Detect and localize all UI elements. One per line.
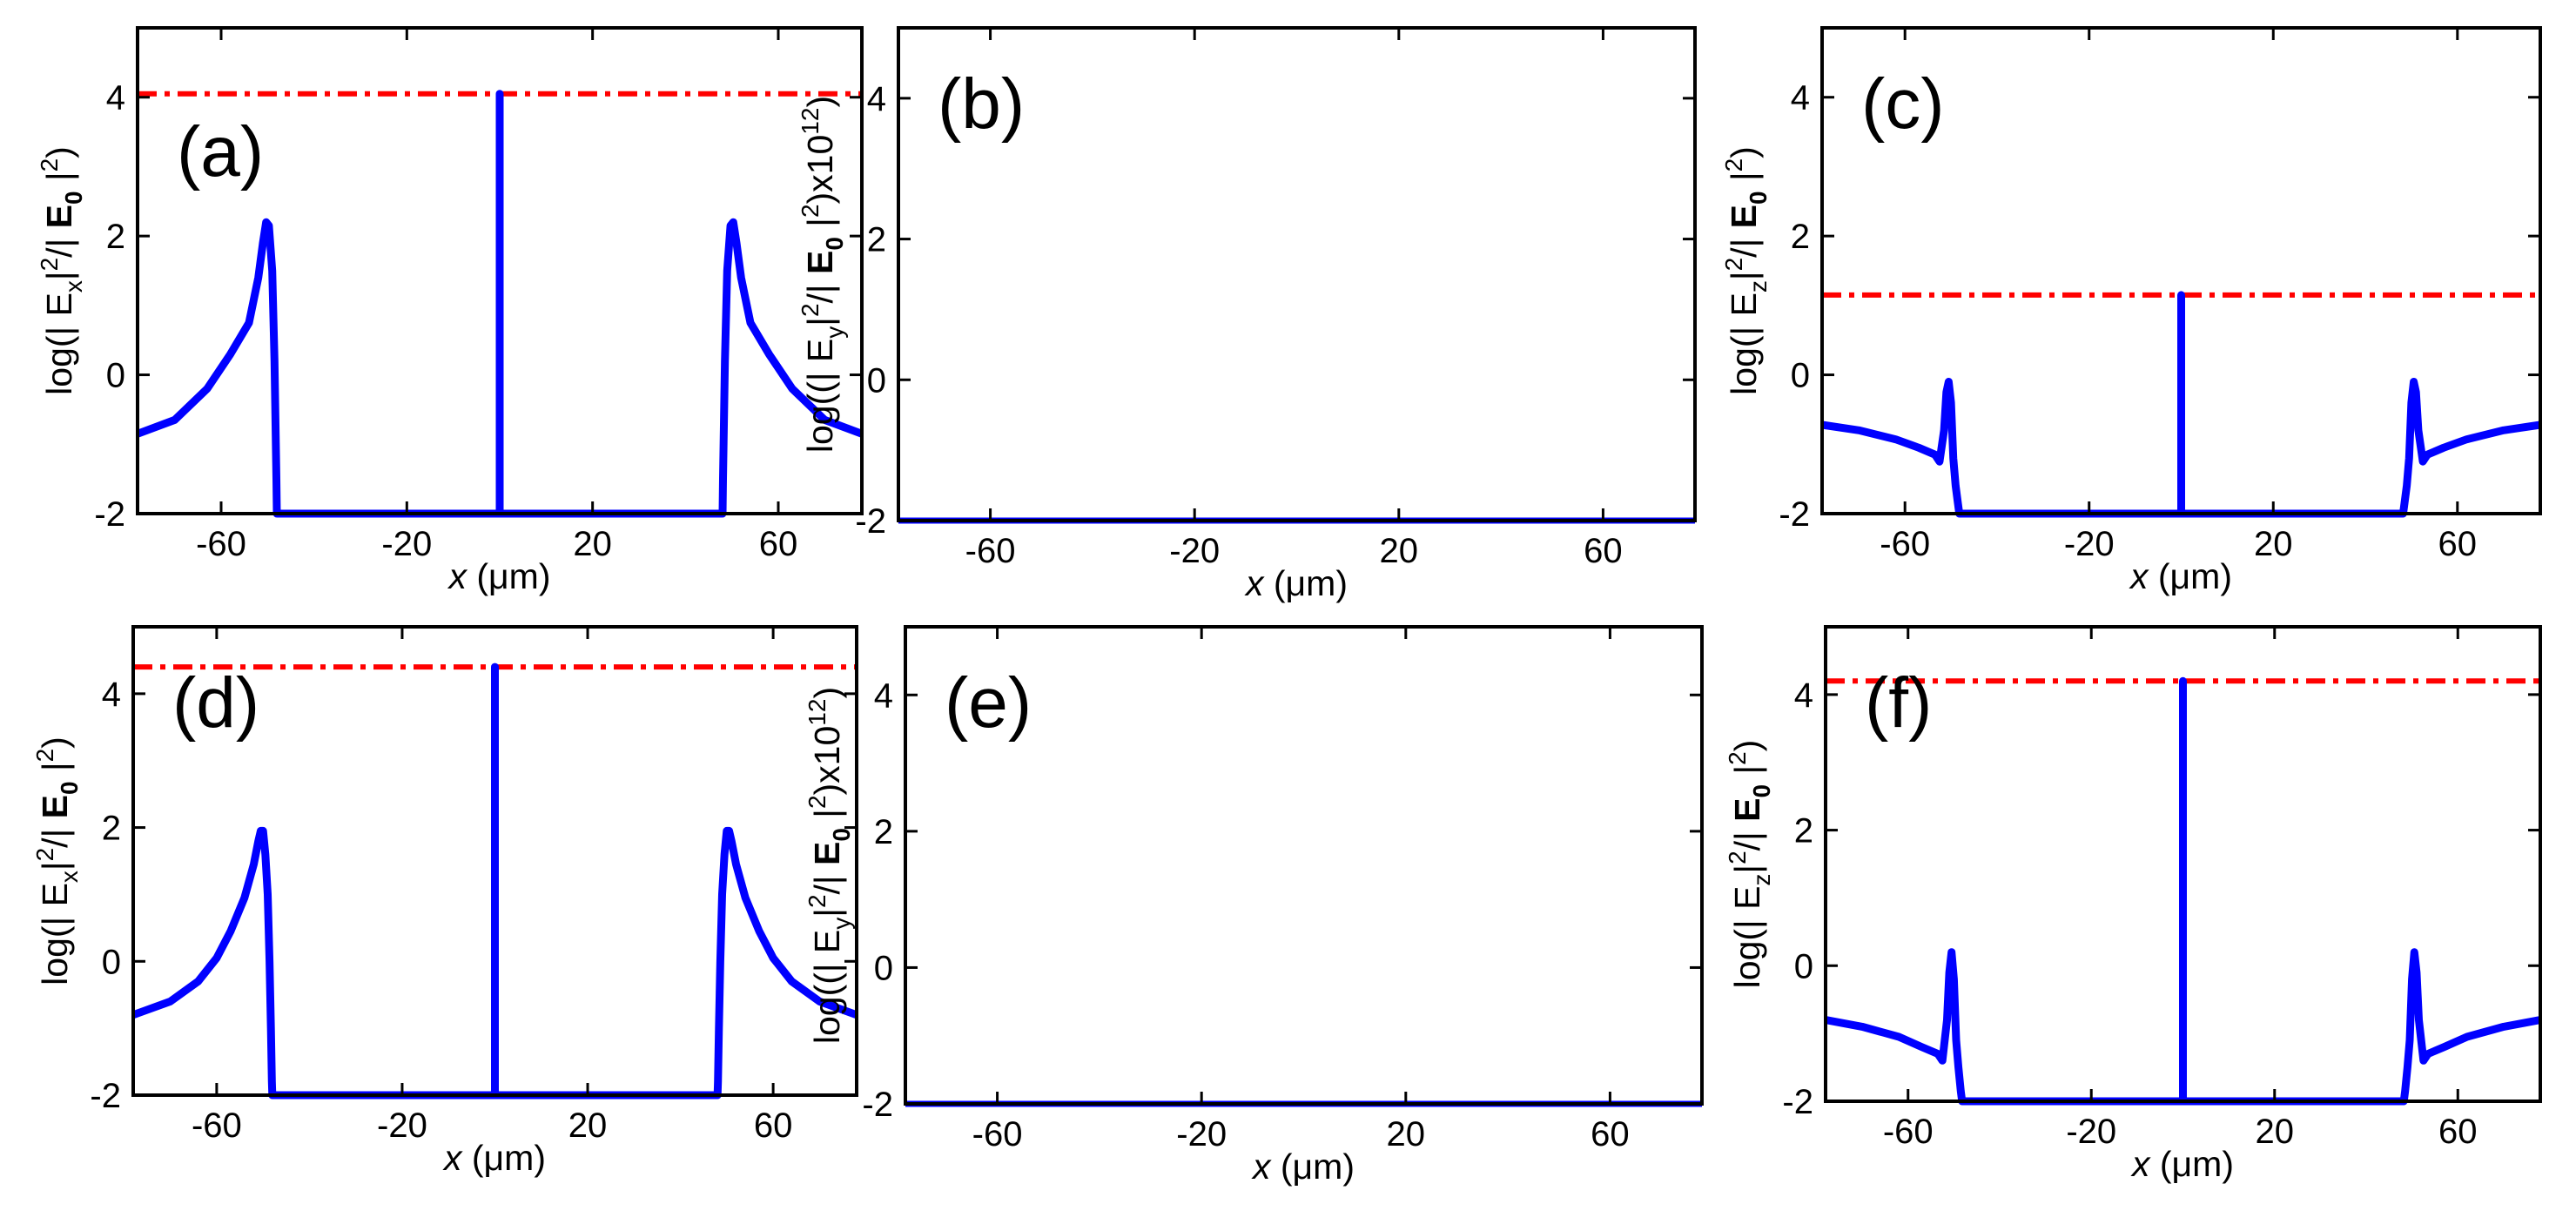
x-tick-label: 20	[2254, 525, 2293, 563]
y-tick-label: 2	[1794, 812, 1813, 851]
y-tick-label: 4	[1791, 79, 1810, 118]
series-line-field	[131, 662, 858, 1100]
x-tick-label: -20	[2064, 525, 2115, 563]
x-axis-label: x (μm)	[1251, 1147, 1355, 1187]
x-tick-label: -60	[196, 525, 246, 563]
x-tick-label: -20	[377, 1106, 427, 1145]
x-tick-label: 20	[1387, 1115, 1426, 1153]
x-tick-label: -20	[381, 525, 432, 563]
series-line-field	[1821, 291, 2541, 518]
x-tick-label: -60	[1883, 1113, 1934, 1151]
x-tick-label: -60	[965, 532, 1016, 570]
panel-label: (e)	[945, 663, 1032, 743]
panel-label: (a)	[177, 112, 264, 192]
axes-frame	[136, 26, 864, 515]
y-tick-label: 4	[1794, 676, 1813, 715]
x-tick-label: -20	[2066, 1113, 2116, 1151]
x-tick-label: -20	[1169, 532, 1220, 570]
axes-frame	[1820, 26, 2542, 515]
x-axis-label: x (μm)	[447, 556, 551, 596]
y-tick-label: 0	[106, 357, 125, 395]
y-axis-label: log(| Ez|2/| E0 |2)	[1720, 146, 1772, 395]
x-tick-label: 60	[2438, 1113, 2478, 1151]
axes-frame	[904, 625, 1704, 1106]
y-tick-label: 0	[874, 949, 893, 987]
series-line-field	[136, 90, 864, 518]
y-axis-label: log(| Ex|2/| E0 |2)	[36, 146, 87, 395]
x-axis-label: x (μm)	[2129, 556, 2232, 596]
x-axis-label: x (μm)	[2130, 1144, 2234, 1184]
y-axis-label: log((| Ey|2/| E0 |2)x1012)	[797, 96, 848, 453]
panel-label: (c)	[1861, 64, 1945, 144]
y-tick-label: -2	[855, 502, 886, 541]
y-tick-label: 4	[874, 676, 893, 715]
x-tick-label: 20	[573, 525, 612, 563]
x-axis-label: x (μm)	[442, 1138, 546, 1178]
x-tick-label: -60	[972, 1115, 1023, 1153]
axes-frame	[1824, 625, 2542, 1103]
y-axis-label: log(| Ez|2/| E0 |2)	[1724, 740, 1775, 989]
y-axis-label: log((| Ey|2/| E0 |2)x1012)	[804, 687, 855, 1044]
y-tick-label: 0	[1791, 357, 1810, 395]
x-tick-label: 60	[1584, 532, 1623, 570]
x-tick-label: -60	[1880, 525, 1930, 563]
x-tick-label: -60	[192, 1106, 242, 1145]
series-line-field	[1825, 676, 2541, 1106]
x-tick-label: -20	[1176, 1115, 1227, 1153]
x-tick-label: 20	[1380, 532, 1419, 570]
panel-label: (f)	[1865, 663, 1932, 743]
y-tick-label: 4	[102, 676, 121, 714]
y-tick-label: 4	[106, 79, 125, 118]
y-tick-label: 0	[1794, 947, 1813, 985]
x-tick-label: 60	[1591, 1115, 1630, 1153]
y-tick-label: 4	[867, 80, 886, 118]
y-tick-label: -2	[90, 1077, 121, 1115]
y-tick-label: 2	[1791, 218, 1810, 256]
y-tick-label: -2	[94, 495, 125, 534]
y-axis-label: log(| Ex|2/| E0 |2)	[31, 736, 83, 985]
y-tick-label: 0	[867, 361, 886, 400]
x-tick-label: 60	[2438, 525, 2478, 563]
panel-label: (b)	[938, 64, 1025, 144]
y-tick-label: 0	[102, 943, 121, 981]
y-tick-label: -2	[862, 1086, 893, 1124]
axes-frame	[131, 625, 858, 1097]
axes-frame	[897, 26, 1697, 522]
x-tick-label: 60	[754, 1106, 793, 1145]
y-tick-label: -2	[1782, 1083, 1813, 1121]
x-tick-label: 60	[759, 525, 798, 563]
y-tick-label: 2	[102, 810, 121, 848]
y-tick-label: 2	[867, 221, 886, 259]
y-tick-label: 2	[106, 218, 125, 256]
x-tick-label: 20	[2256, 1113, 2295, 1151]
y-tick-label: 2	[874, 813, 893, 851]
y-tick-label: -2	[1779, 495, 1810, 534]
x-tick-label: 20	[568, 1106, 608, 1145]
x-axis-label: x (μm)	[1244, 563, 1348, 603]
panel-label: (d)	[172, 663, 259, 743]
